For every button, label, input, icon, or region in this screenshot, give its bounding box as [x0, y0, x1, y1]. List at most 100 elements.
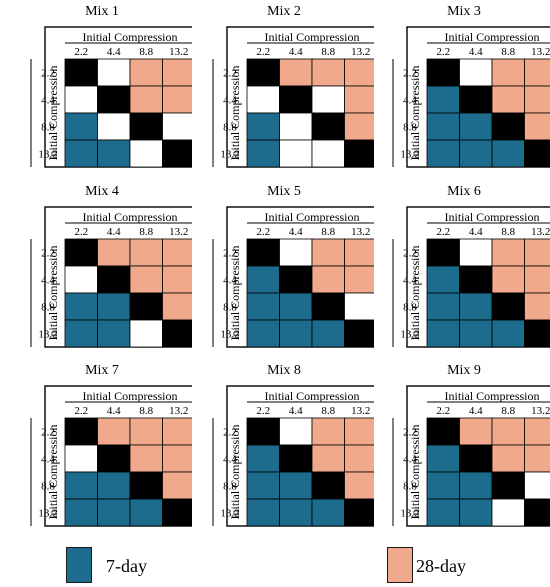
empty-cell [311, 139, 345, 168]
seven-day-cell [426, 471, 460, 500]
seven-day-cell [246, 471, 280, 500]
twenty-eight-day-cell [524, 85, 550, 114]
twenty-eight-day-cell [524, 112, 550, 141]
mix-title: Mix 7 [85, 363, 119, 378]
twenty-eight-day-cell [491, 58, 525, 87]
seven-day-cell [311, 319, 345, 348]
row-level-label: 4.4 [403, 454, 417, 466]
seven-day-cell [97, 139, 131, 168]
column-level-label: 8.8 [501, 226, 515, 238]
column-level-label: 8.8 [321, 226, 335, 238]
twenty-eight-day-cell [344, 238, 374, 267]
empty-cell [279, 112, 313, 141]
column-level-label: 13.2 [351, 46, 370, 58]
seven-day-cell [64, 498, 98, 527]
diagonal-cell [279, 444, 313, 473]
left-axis-label: Initial Compression [228, 425, 242, 520]
seven-day-cell [459, 139, 493, 168]
legend-28-day-label: 28-day [416, 556, 466, 576]
twenty-eight-day-cell [524, 292, 550, 321]
diagonal-cell [246, 417, 280, 446]
twenty-eight-day-cell [344, 417, 374, 446]
row-level-label: 13.2 [400, 329, 419, 341]
row-level-label: 2.2 [41, 68, 55, 80]
seven-day-cell [64, 292, 98, 321]
twenty-eight-day-cell [344, 112, 374, 141]
twenty-eight-day-cell [162, 58, 192, 87]
empty-cell [279, 417, 313, 446]
empty-cell [129, 139, 163, 168]
twenty-eight-day-cell [162, 417, 192, 446]
twenty-eight-day-cell [129, 238, 163, 267]
seven-day-cell [64, 319, 98, 348]
diagonal-cell [524, 139, 550, 168]
diagonal-cell [344, 498, 374, 527]
twenty-eight-day-cell [311, 238, 345, 267]
seven-day-cell [426, 444, 460, 473]
left-axis-label: Initial Compression [408, 246, 422, 341]
row-level-label: 2.2 [223, 68, 237, 80]
mix-title: Mix 1 [85, 4, 119, 19]
top-axis-label: Initial Compression [265, 210, 360, 224]
empty-cell [246, 85, 280, 114]
row-level-label: 2.2 [403, 427, 417, 439]
row-level-label: 8.8 [223, 122, 237, 134]
seven-day-cell [246, 319, 280, 348]
diagonal-cell [97, 444, 131, 473]
column-level-label: 8.8 [139, 226, 153, 238]
seven-day-cell [426, 265, 460, 294]
column-level-label: 13.2 [531, 226, 550, 238]
diagonal-cell [459, 265, 493, 294]
column-level-label: 13.2 [169, 46, 188, 58]
diagonal-cell [162, 498, 192, 527]
row-level-label: 13.2 [400, 149, 419, 161]
row-level-label: 4.4 [223, 95, 237, 107]
seven-day-cell [459, 319, 493, 348]
column-level-label: 4.4 [107, 46, 121, 58]
left-axis-label: Initial Compression [46, 66, 60, 161]
mix-panel: Mix 8 Initial Compression Initial Compress… [194, 363, 374, 539]
twenty-eight-day-cell [524, 444, 550, 473]
seven-day-cell [459, 292, 493, 321]
mix-title: Mix 4 [85, 184, 119, 199]
seven-day-cell [426, 319, 460, 348]
twenty-eight-day-cell [311, 265, 345, 294]
diagonal-cell [64, 238, 98, 267]
empty-cell [459, 58, 493, 87]
diagonal-cell [459, 444, 493, 473]
seven-day-cell [279, 498, 313, 527]
row-level-label: 13.2 [220, 508, 239, 520]
empty-cell [491, 498, 525, 527]
column-level-label: 13.2 [531, 46, 550, 58]
diagonal-cell [97, 85, 131, 114]
diagonal-cell [311, 471, 345, 500]
column-level-label: 4.4 [469, 405, 483, 417]
twenty-eight-day-cell [524, 58, 550, 87]
seven-day-cell [279, 292, 313, 321]
mix-panel: Mix 9 Initial Compression Initial Compress… [374, 363, 550, 539]
twenty-eight-day-cell [129, 417, 163, 446]
twenty-eight-day-cell [524, 417, 550, 446]
empty-cell [97, 58, 131, 87]
row-level-label: 4.4 [223, 454, 237, 466]
left-axis-label: Initial Compression [408, 66, 422, 161]
diagonal-cell [426, 238, 460, 267]
twenty-eight-day-cell [162, 292, 192, 321]
mix-panel: Mix 5 Initial Compression Initial Compress… [194, 184, 374, 360]
empty-cell [64, 85, 98, 114]
row-level-label: 2.2 [223, 427, 237, 439]
column-level-label: 4.4 [107, 226, 121, 238]
left-axis-label: Initial Compression [228, 246, 242, 341]
column-level-label: 8.8 [321, 405, 335, 417]
row-level-label: 13.2 [38, 508, 57, 520]
twenty-eight-day-cell [129, 58, 163, 87]
diagonal-cell [246, 238, 280, 267]
column-level-label: 8.8 [501, 405, 515, 417]
diagonal-cell [344, 139, 374, 168]
mix-title: Mix 6 [447, 184, 481, 199]
